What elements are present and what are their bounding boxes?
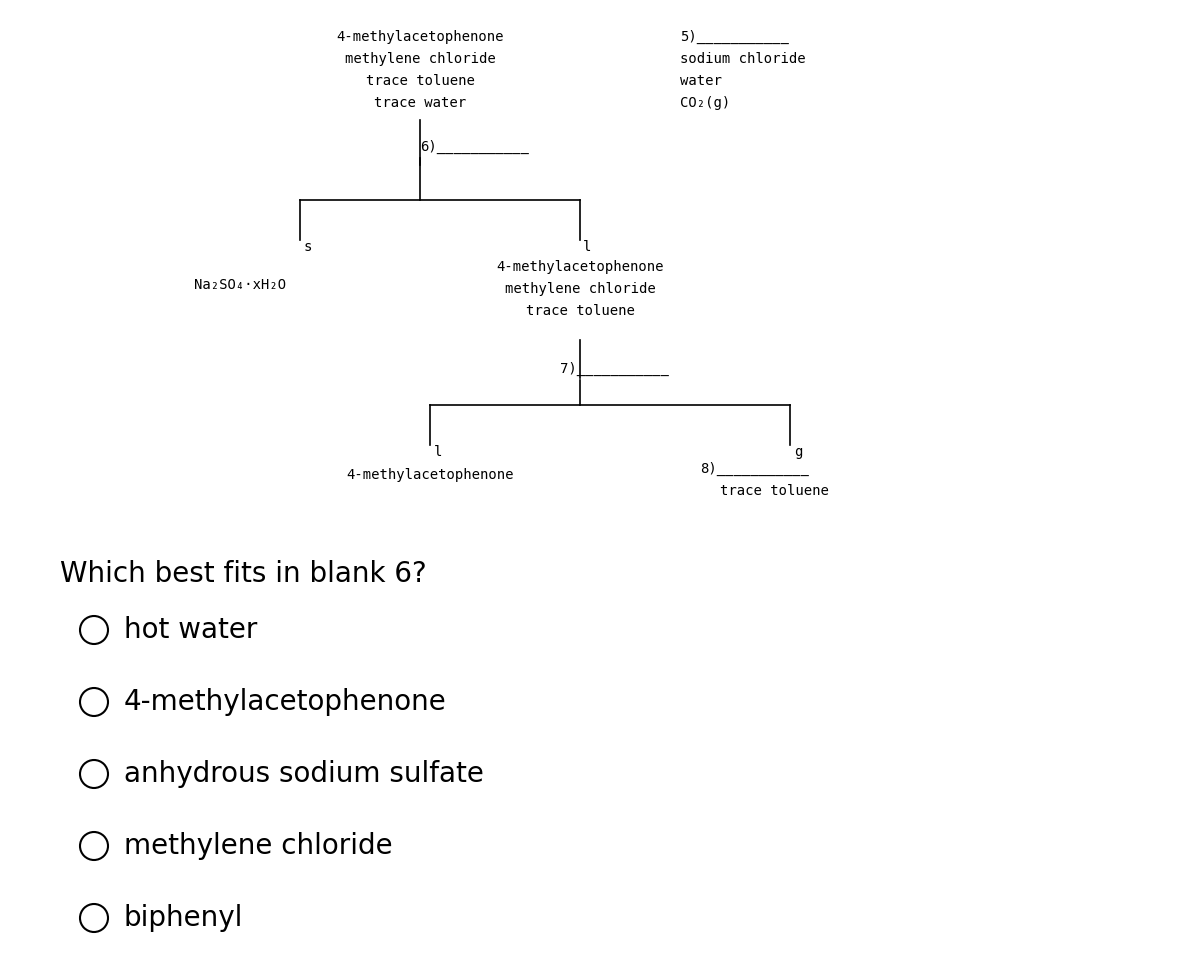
Text: s: s [304,240,312,254]
Text: 4-methylacetophenone: 4-methylacetophenone [336,30,504,44]
Text: anhydrous sodium sulfate: anhydrous sodium sulfate [124,760,484,788]
Text: 4-methylacetophenone: 4-methylacetophenone [347,468,514,482]
Text: trace toluene: trace toluene [720,484,829,498]
Text: trace toluene: trace toluene [366,74,474,88]
Text: methylene chloride: methylene chloride [124,832,392,860]
Text: 7)___________: 7)___________ [560,362,668,376]
Text: 5)___________: 5)___________ [680,30,788,44]
Text: l: l [434,445,443,459]
Text: Which best fits in blank 6?: Which best fits in blank 6? [60,560,427,588]
Text: 8)___________: 8)___________ [700,462,809,476]
Text: methylene chloride: methylene chloride [344,52,496,66]
Text: CO₂(g): CO₂(g) [680,96,731,110]
Text: g: g [794,445,803,459]
Text: 4-methylacetophenone: 4-methylacetophenone [124,688,446,716]
Text: trace toluene: trace toluene [526,304,635,318]
Text: l: l [583,240,592,254]
Text: biphenyl: biphenyl [124,904,244,932]
Text: sodium chloride: sodium chloride [680,52,805,66]
Text: trace water: trace water [374,96,466,110]
Text: water: water [680,74,722,88]
Text: Na₂SO₄·xH₂O: Na₂SO₄·xH₂O [194,278,286,292]
Text: 4-methylacetophenone: 4-methylacetophenone [497,260,664,274]
Text: hot water: hot water [124,616,257,644]
Text: 6)___________: 6)___________ [420,140,529,154]
Text: methylene chloride: methylene chloride [505,282,655,296]
